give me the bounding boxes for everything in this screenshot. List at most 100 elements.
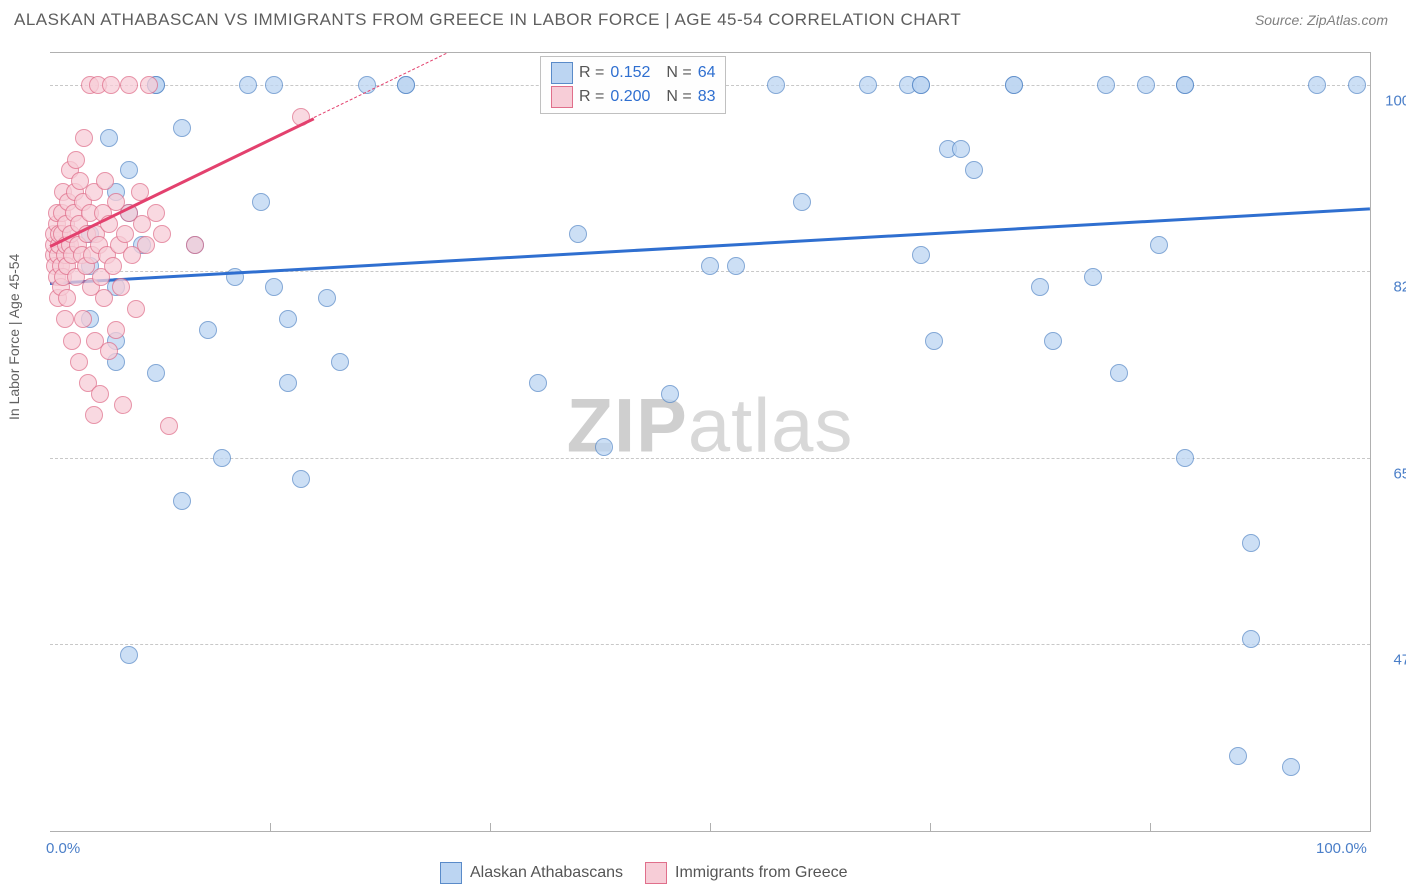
data-point (160, 417, 178, 435)
data-point (102, 76, 120, 94)
data-point (569, 225, 587, 243)
legend-row: R = 0.152 N = 64 (551, 61, 715, 85)
data-point (67, 151, 85, 169)
data-point (1242, 534, 1260, 552)
gridline (50, 458, 1370, 459)
legend-row: R = 0.200 N = 83 (551, 85, 715, 109)
data-point (127, 300, 145, 318)
r-value: 0.200 (610, 88, 660, 106)
legend-item: Alaskan Athabascans (440, 862, 623, 884)
data-point (116, 225, 134, 243)
data-point (186, 236, 204, 254)
data-point (595, 438, 613, 456)
x-minor-tick (490, 823, 491, 831)
data-point (137, 236, 155, 254)
data-point (1150, 236, 1168, 254)
x-tick-label: 0.0% (46, 840, 80, 857)
data-point (952, 140, 970, 158)
x-tick-label: 100.0% (1316, 840, 1367, 857)
data-point (397, 76, 415, 94)
legend-swatch (551, 62, 573, 84)
data-point (70, 353, 88, 371)
data-point (147, 364, 165, 382)
r-label: R = (579, 64, 604, 82)
x-minor-tick (710, 823, 711, 831)
data-point (213, 449, 231, 467)
data-point (56, 310, 74, 328)
data-point (120, 646, 138, 664)
data-point (529, 374, 547, 392)
data-point (1229, 747, 1247, 765)
data-point (100, 342, 118, 360)
data-point (912, 246, 930, 264)
data-point (173, 119, 191, 137)
data-point (1348, 76, 1366, 94)
legend-swatch (645, 862, 667, 884)
data-point (74, 310, 92, 328)
data-point (239, 76, 257, 94)
data-point (1005, 76, 1023, 94)
x-minor-tick (270, 823, 271, 831)
data-point (85, 406, 103, 424)
n-value: 83 (698, 88, 716, 106)
data-point (120, 161, 138, 179)
legend-label: Alaskan Athabascans (470, 864, 623, 882)
data-point (104, 257, 122, 275)
data-point (1137, 76, 1155, 94)
data-point (1110, 364, 1128, 382)
data-point (279, 374, 297, 392)
n-value: 64 (698, 64, 716, 82)
data-point (96, 172, 114, 190)
data-point (1044, 332, 1062, 350)
data-point (112, 278, 130, 296)
data-point (265, 278, 283, 296)
n-label: N = (666, 88, 691, 106)
data-point (91, 385, 109, 403)
data-point (120, 76, 138, 94)
data-point (1097, 76, 1115, 94)
data-point (252, 193, 270, 211)
data-point (75, 129, 93, 147)
data-point (1084, 268, 1102, 286)
source-label: Source: ZipAtlas.com (1255, 12, 1388, 28)
y-axis-label: In Labor Force | Age 45-54 (6, 254, 22, 420)
data-point (1176, 449, 1194, 467)
x-minor-tick (930, 823, 931, 831)
legend-item: Immigrants from Greece (645, 862, 847, 884)
data-point (701, 257, 719, 275)
data-point (727, 257, 745, 275)
data-point (318, 289, 336, 307)
data-point (793, 193, 811, 211)
gridline (50, 644, 1370, 645)
data-point (140, 76, 158, 94)
data-point (331, 353, 349, 371)
data-point (199, 321, 217, 339)
data-point (925, 332, 943, 350)
data-point (114, 396, 132, 414)
chart-title: ALASKAN ATHABASCAN VS IMMIGRANTS FROM GR… (14, 10, 961, 30)
data-point (965, 161, 983, 179)
series-legend: Alaskan Athabascans Immigrants from Greec… (440, 862, 847, 884)
legend-label: Immigrants from Greece (675, 864, 847, 882)
data-point (1031, 278, 1049, 296)
y-tick-label: 100.0% (1380, 92, 1406, 109)
y-tick-label: 65.0% (1380, 465, 1406, 482)
data-point (1282, 758, 1300, 776)
y-tick-label: 82.5% (1380, 279, 1406, 296)
data-point (265, 76, 283, 94)
data-point (279, 310, 297, 328)
n-label: N = (666, 64, 691, 82)
r-label: R = (579, 88, 604, 106)
data-point (173, 492, 191, 510)
correlation-legend: R = 0.152 N = 64 R = 0.200 N = 83 (540, 56, 726, 114)
data-point (58, 289, 76, 307)
r-value: 0.152 (610, 64, 660, 82)
data-point (147, 204, 165, 222)
watermark: ZIPatlas (567, 383, 854, 470)
data-point (859, 76, 877, 94)
legend-swatch (440, 862, 462, 884)
data-point (1308, 76, 1326, 94)
data-point (107, 321, 125, 339)
data-point (767, 76, 785, 94)
data-point (292, 470, 310, 488)
